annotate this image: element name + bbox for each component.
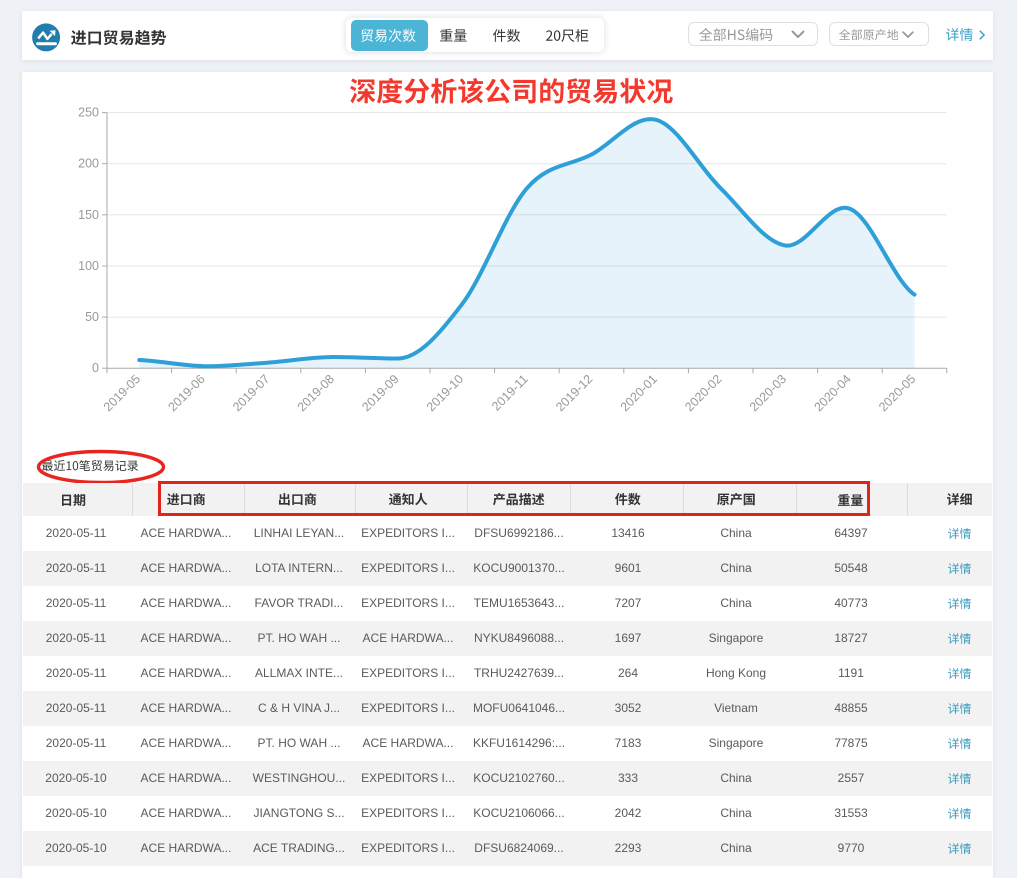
- svg-text:2019-08: 2019-08: [295, 372, 337, 414]
- svg-text:2020-02: 2020-02: [682, 372, 724, 414]
- svg-text:150: 150: [78, 208, 99, 222]
- svg-text:2020-04: 2020-04: [811, 372, 853, 414]
- svg-text:2019-11: 2019-11: [489, 372, 531, 414]
- svg-text:100: 100: [78, 259, 99, 273]
- svg-text:2019-06: 2019-06: [165, 372, 207, 414]
- svg-text:2019-07: 2019-07: [230, 372, 272, 414]
- svg-text:250: 250: [78, 106, 99, 120]
- svg-text:2020-03: 2020-03: [747, 372, 789, 414]
- svg-text:2019-05: 2019-05: [101, 372, 143, 414]
- svg-text:2019-12: 2019-12: [553, 372, 595, 414]
- svg-text:2019-10: 2019-10: [424, 372, 466, 414]
- svg-text:200: 200: [78, 157, 99, 171]
- svg-text:2020-01: 2020-01: [618, 372, 660, 414]
- svg-text:2019-09: 2019-09: [359, 372, 401, 414]
- svg-text:0: 0: [92, 361, 99, 375]
- svg-text:50: 50: [85, 310, 99, 324]
- svg-text:2020-05: 2020-05: [876, 372, 918, 414]
